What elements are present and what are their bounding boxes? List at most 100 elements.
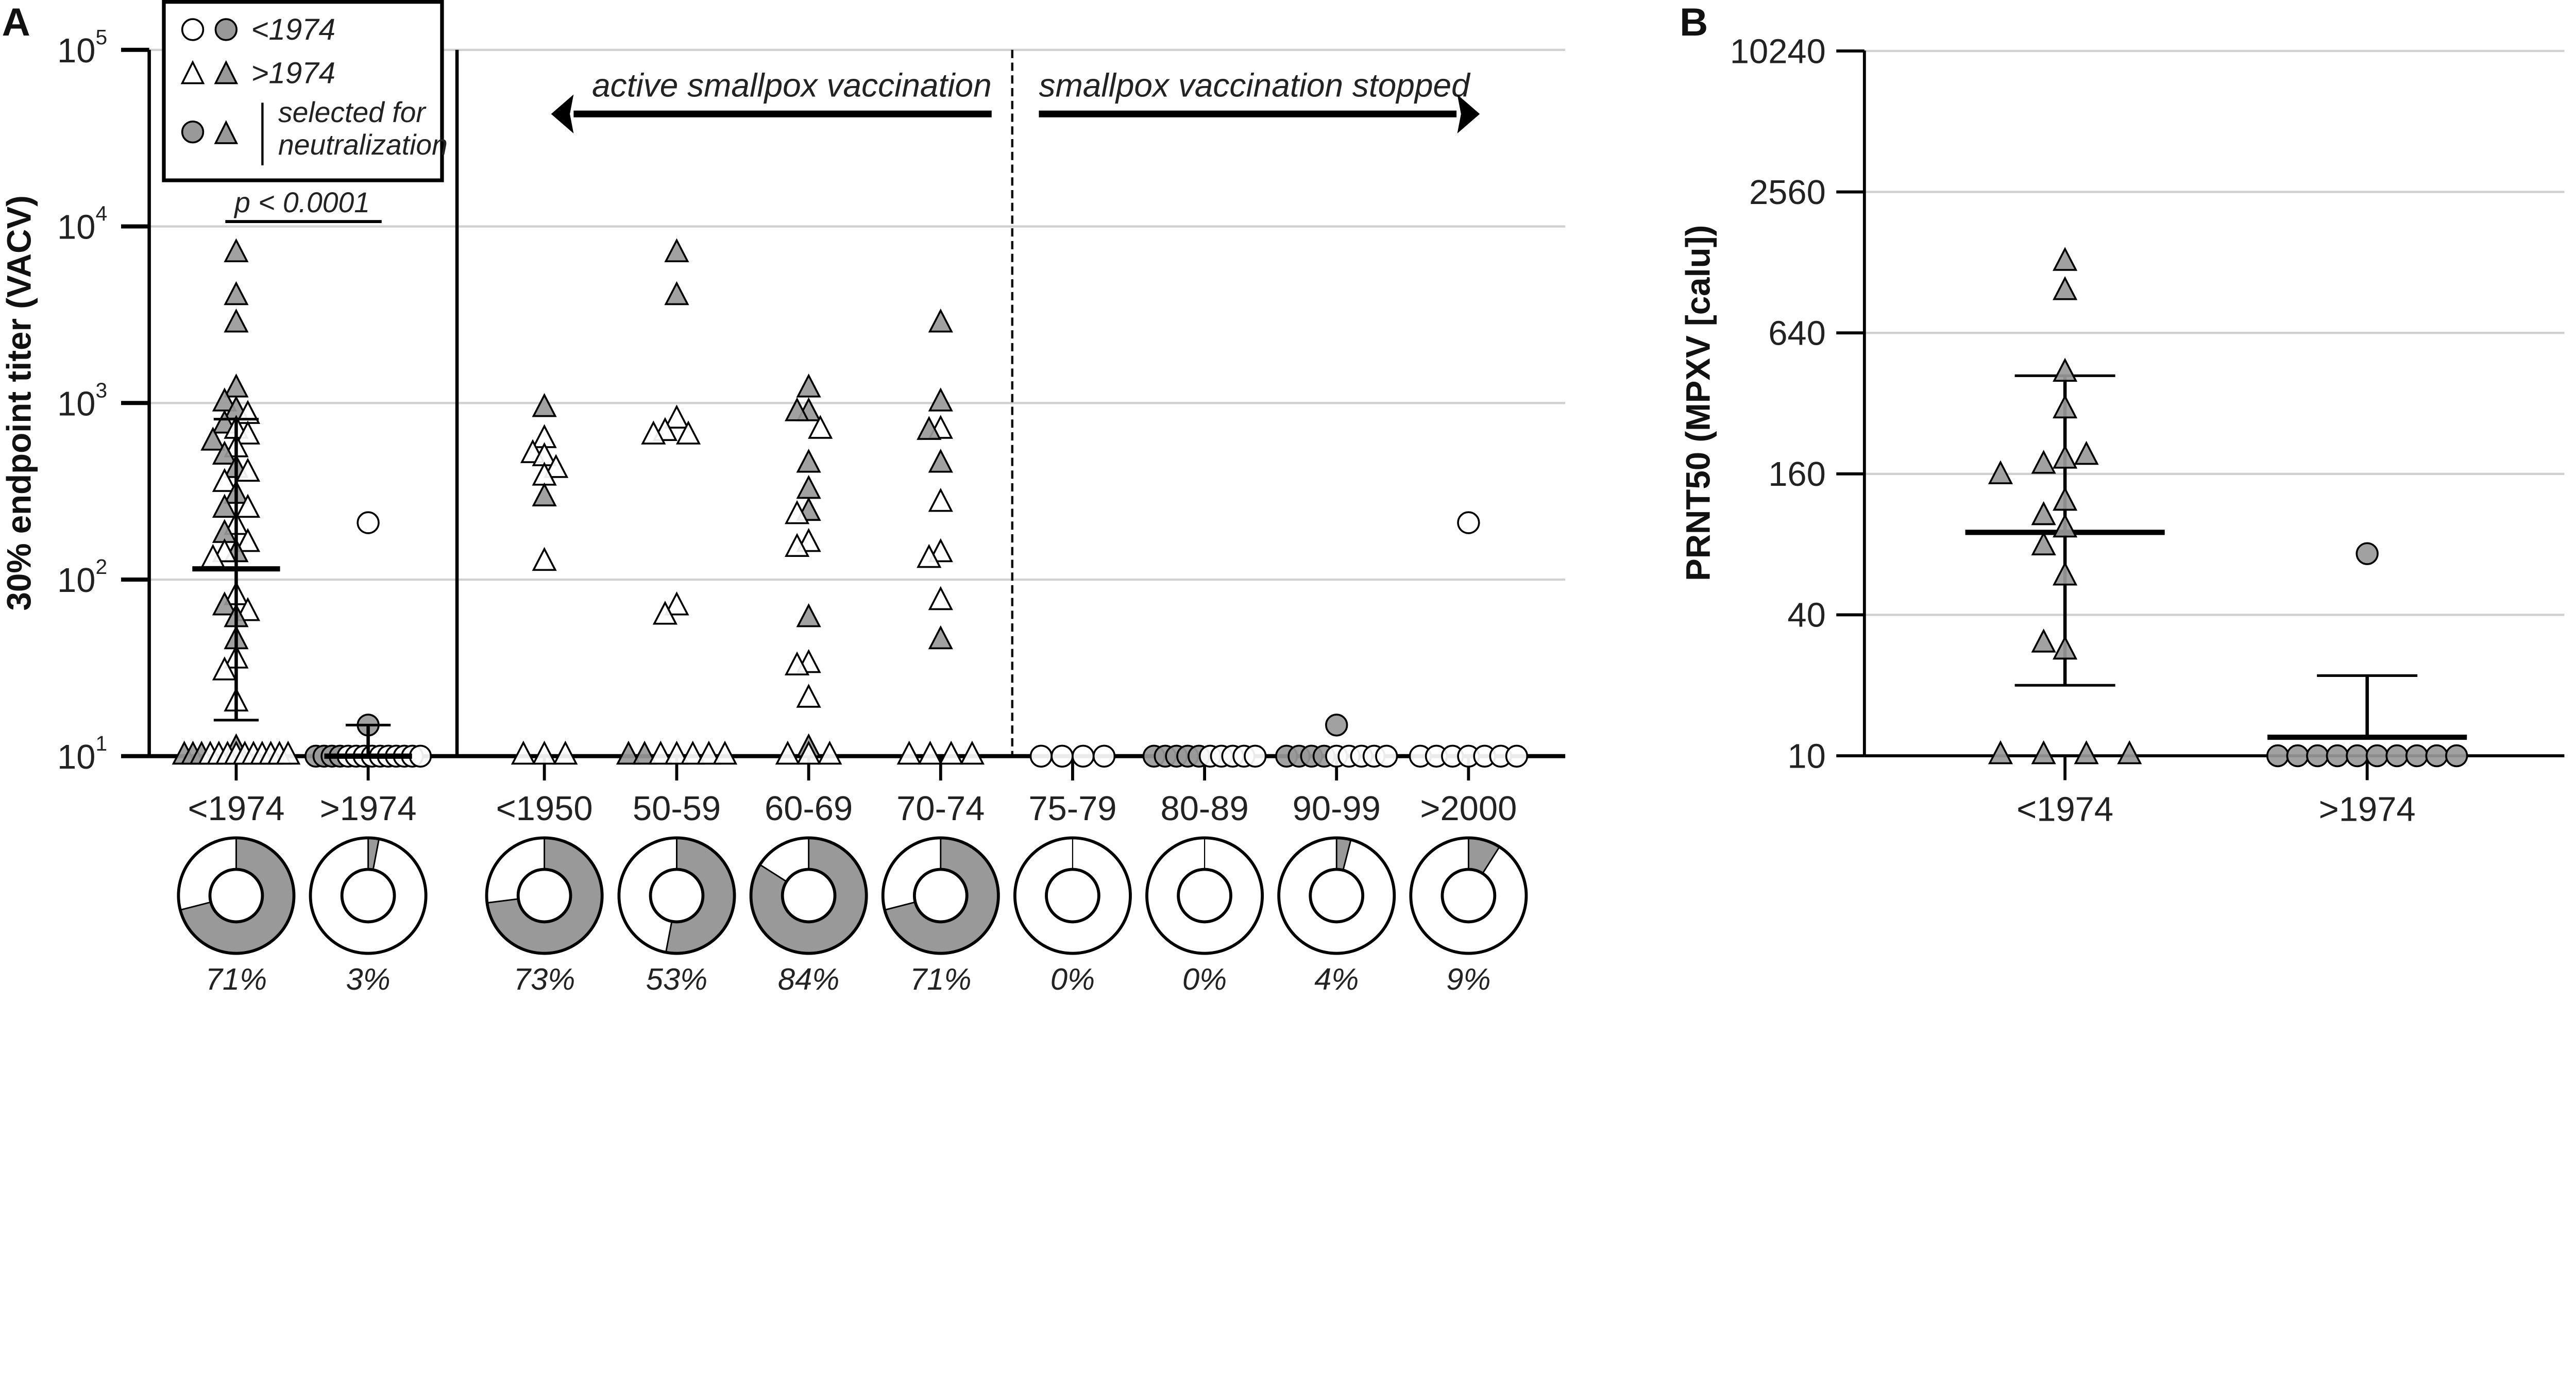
data-point	[511, 740, 536, 765]
donut-outer-ring	[309, 836, 428, 955]
data-point	[235, 457, 261, 482]
data-point	[1505, 744, 1529, 768]
legend-selected-triangle-icon	[214, 120, 239, 144]
data-point	[928, 625, 953, 650]
data-point	[544, 454, 569, 478]
group-5059	[616, 238, 738, 765]
percent-label: 4%	[1314, 962, 1359, 996]
p-value-label: p < 0.0001	[233, 186, 370, 218]
percent-label: 0%	[1050, 962, 1095, 996]
y-tick-label: 40	[1787, 596, 1825, 635]
arrow-left-icon	[551, 94, 992, 134]
panel-b-x-tick-labels: <1974 >1974	[2016, 790, 2416, 829]
data-point	[652, 601, 678, 625]
data-point	[1092, 744, 1116, 768]
donut-inner-ring	[340, 868, 396, 924]
x-tick-label: <1950	[496, 789, 593, 828]
y-tick-label: 2560	[1749, 173, 1826, 212]
y-tick-base: 10	[57, 384, 95, 423]
data-point	[1988, 740, 2013, 765]
y-tick-label: 10	[1787, 737, 1825, 775]
data-point	[2053, 445, 2078, 469]
data-point	[2266, 744, 2290, 768]
donut-chart	[749, 836, 868, 955]
data-point	[680, 740, 705, 765]
data-point	[2326, 744, 2349, 768]
data-point	[2053, 394, 2078, 419]
panel-a-letter: A	[2, 1, 30, 44]
donut-outer-ring	[1409, 836, 1528, 955]
group-1950	[511, 393, 578, 765]
data-point	[2053, 486, 2078, 511]
panel-b-gridlines	[1864, 49, 2565, 616]
percent-label: 84%	[778, 962, 839, 996]
data-point	[2365, 744, 2389, 768]
data-point	[212, 468, 237, 492]
data-point	[784, 533, 810, 557]
donut-inner-ring	[781, 868, 837, 924]
data-point	[1457, 511, 1480, 534]
y-tick-exponent: 1	[95, 732, 107, 755]
legend: <1974 >1974 selected for neutralization	[162, 0, 448, 182]
data-point	[796, 603, 821, 627]
data-point	[784, 651, 810, 675]
data-point	[616, 740, 641, 765]
legend-selected-circle-icon	[181, 120, 205, 144]
data-point	[276, 740, 301, 765]
x-tick-label: 60-69	[765, 789, 853, 828]
x-tick-label: 90-99	[1293, 789, 1381, 828]
x-tick-label: <1974	[188, 789, 284, 828]
donut-inner-ring	[1045, 868, 1100, 924]
donut-chart	[1277, 836, 1396, 955]
legend-label-selected-line1: selected for	[278, 96, 427, 128]
legend-label-before-1974: <1974	[251, 13, 335, 46]
group-9099	[1275, 714, 1398, 768]
data-point	[2306, 744, 2329, 768]
data-point	[2074, 440, 2099, 465]
percent-label: 9%	[1446, 962, 1490, 996]
data-point	[664, 281, 689, 305]
x-tick-label: >1974	[320, 789, 417, 828]
data-point	[796, 684, 821, 708]
group-7074	[896, 308, 985, 765]
y-tick-exponent: 3	[95, 378, 107, 402]
percent-label: 71%	[206, 962, 267, 996]
data-point	[212, 656, 237, 681]
data-point	[808, 415, 833, 439]
data-point	[2031, 740, 2056, 765]
data-point	[648, 740, 673, 765]
data-point	[224, 281, 249, 305]
donut-chart	[1013, 836, 1132, 955]
data-point	[2031, 629, 2056, 653]
data-point	[784, 500, 810, 524]
panel-b-letter: B	[1680, 1, 1708, 44]
data-point	[235, 528, 261, 552]
data-point	[2286, 744, 2309, 768]
percent-label: 53%	[646, 962, 707, 996]
data-point	[1325, 714, 1348, 737]
data-point	[224, 238, 249, 262]
y-tick-label: 105	[57, 25, 107, 70]
x-tick-label: 50-59	[633, 789, 721, 828]
y-tick-exponent: 5	[95, 25, 107, 49]
panel-a-x-tick-labels: <1974 >1974 <1950 50-59 60-69 70-74 75-79 80-89…	[188, 789, 1517, 828]
y-tick-base: 10	[57, 738, 95, 776]
y-tick-exponent: 2	[95, 555, 107, 579]
donut-inner-ring	[1309, 868, 1365, 924]
donut-chart	[1145, 836, 1264, 955]
data-point	[796, 740, 821, 765]
data-point	[1072, 744, 1095, 768]
data-point	[917, 544, 942, 568]
data-point	[224, 308, 249, 333]
data-point	[1988, 460, 2013, 484]
y-tick-exponent: 4	[95, 202, 107, 226]
group-1974	[304, 511, 432, 768]
group-1974	[1965, 247, 2165, 765]
data-point	[532, 482, 557, 506]
donut-inner-ring	[649, 868, 705, 924]
x-tick-label: 75-79	[1028, 789, 1116, 828]
group-1974	[172, 238, 301, 765]
donut-inner-ring	[1440, 868, 1497, 924]
data-point	[212, 591, 237, 616]
